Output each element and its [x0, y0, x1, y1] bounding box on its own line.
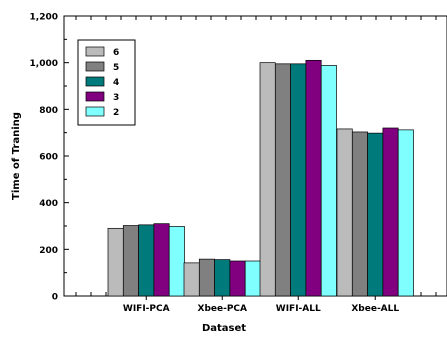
bar — [138, 224, 155, 297]
bar — [244, 260, 261, 297]
y-tick-label: 800 — [39, 106, 58, 116]
y-tick-label: 600 — [39, 153, 58, 163]
x-axis-title: Dataset — [202, 323, 246, 334]
x-tick-label: WIFI-ALL — [276, 304, 321, 314]
x-tick-label: Xbee-PCA — [198, 304, 248, 314]
legend: 6 5 4 3 2 — [77, 39, 136, 126]
legend-swatch — [85, 76, 105, 87]
bar — [198, 258, 215, 297]
bar — [290, 63, 307, 297]
bars — [107, 59, 414, 297]
legend-swatch — [85, 46, 105, 57]
bar — [107, 227, 124, 297]
bar — [397, 129, 414, 297]
legend-label: 3 — [113, 93, 119, 103]
legend-label: 4 — [113, 78, 119, 88]
y-tick-label: 400 — [39, 199, 58, 209]
y-tick-label: 1,000 — [30, 59, 58, 69]
bar — [274, 63, 291, 297]
legend-swatch — [85, 61, 105, 72]
bar — [320, 65, 337, 297]
bar — [122, 225, 139, 297]
bar — [367, 132, 384, 297]
legend-label: 6 — [113, 48, 119, 58]
x-tick-label: WIFI-PCA — [123, 304, 170, 314]
bar — [214, 259, 231, 297]
y-axis-title: Time of Traning — [11, 112, 22, 200]
bar — [183, 262, 200, 297]
legend-label: 2 — [113, 108, 119, 118]
y-tick-label: 1,200 — [30, 13, 58, 23]
legend-swatch — [85, 91, 105, 102]
bar — [305, 59, 322, 297]
bar — [229, 260, 246, 297]
bar — [351, 131, 368, 297]
x-tick-label: Xbee-ALL — [351, 304, 399, 314]
legend-swatch — [85, 106, 105, 117]
bar — [168, 226, 185, 297]
bar — [336, 128, 353, 297]
y-tick-label: 200 — [39, 246, 58, 256]
legend-label: 5 — [113, 63, 119, 73]
bar — [382, 127, 399, 297]
y-tick-label: 0 — [52, 293, 58, 303]
bar — [153, 223, 170, 297]
bar — [259, 62, 276, 297]
y-axis: 0 200 400 600 800 1,000 1,200 — [30, 13, 69, 303]
